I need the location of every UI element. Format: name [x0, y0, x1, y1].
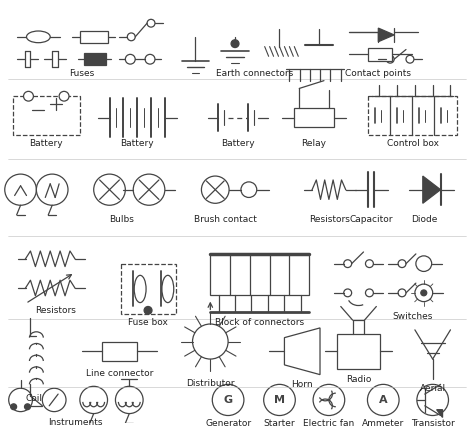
Text: Horn: Horn — [292, 381, 313, 390]
Bar — [13, 96, 80, 135]
Circle shape — [125, 54, 135, 64]
Circle shape — [145, 54, 155, 64]
Circle shape — [24, 91, 33, 101]
Text: Resistors: Resistors — [35, 306, 75, 315]
Text: Battery: Battery — [221, 139, 255, 148]
Text: Aerial: Aerial — [419, 384, 446, 394]
Bar — [210, 254, 309, 295]
Text: Instruments: Instruments — [48, 419, 102, 427]
Text: Earth connectors: Earth connectors — [216, 69, 293, 78]
Text: Contact points: Contact points — [346, 69, 411, 78]
Circle shape — [398, 260, 406, 267]
Bar — [368, 96, 457, 135]
Text: Resistors: Resistors — [310, 215, 350, 224]
Circle shape — [241, 182, 257, 197]
Circle shape — [116, 386, 143, 413]
Text: G: G — [224, 395, 233, 405]
Text: Transistor: Transistor — [411, 419, 455, 429]
Text: Brush contact: Brush contact — [194, 215, 256, 224]
Circle shape — [144, 306, 152, 314]
Circle shape — [133, 174, 165, 205]
Circle shape — [25, 404, 30, 410]
Text: Capacitor: Capacitor — [350, 215, 393, 224]
Circle shape — [94, 174, 125, 205]
Text: Fuse box: Fuse box — [128, 318, 168, 327]
Circle shape — [59, 91, 69, 101]
Bar — [294, 108, 334, 127]
Circle shape — [212, 384, 244, 416]
Circle shape — [5, 174, 36, 205]
Circle shape — [415, 284, 433, 302]
Circle shape — [344, 289, 352, 297]
Circle shape — [11, 404, 17, 410]
Text: Generator: Generator — [205, 419, 251, 429]
Circle shape — [367, 384, 399, 416]
Polygon shape — [437, 410, 443, 417]
Circle shape — [201, 176, 229, 203]
Polygon shape — [423, 176, 441, 203]
Text: Battery: Battery — [29, 139, 63, 148]
Text: Ammeter: Ammeter — [362, 419, 404, 429]
Text: Line connector: Line connector — [86, 369, 153, 378]
Text: M: M — [274, 395, 285, 405]
Circle shape — [192, 324, 228, 359]
Circle shape — [365, 289, 374, 297]
Circle shape — [344, 260, 352, 267]
Bar — [368, 48, 392, 61]
Polygon shape — [284, 328, 320, 375]
Bar — [101, 342, 137, 361]
Text: Block of connectors: Block of connectors — [215, 318, 304, 327]
Text: Battery: Battery — [120, 139, 154, 148]
Text: Switches: Switches — [393, 312, 433, 321]
Circle shape — [231, 40, 239, 48]
Text: Radio: Radio — [346, 375, 371, 384]
Circle shape — [313, 384, 345, 416]
Polygon shape — [378, 28, 394, 42]
Circle shape — [80, 386, 108, 413]
Text: Electric fan: Electric fan — [303, 419, 355, 429]
Circle shape — [365, 260, 374, 267]
Text: A: A — [379, 395, 388, 405]
Circle shape — [386, 55, 394, 63]
Text: Relay: Relay — [301, 139, 327, 148]
Circle shape — [42, 388, 66, 412]
Ellipse shape — [162, 275, 174, 302]
Text: Diode: Diode — [411, 215, 438, 224]
Text: Starter: Starter — [264, 419, 295, 429]
Circle shape — [128, 33, 135, 41]
Bar — [84, 54, 106, 65]
Circle shape — [421, 290, 427, 296]
Ellipse shape — [134, 275, 146, 302]
Text: Bulbs: Bulbs — [109, 215, 134, 224]
Text: Distributor: Distributor — [186, 378, 235, 388]
Circle shape — [264, 384, 295, 416]
Text: Coil: Coil — [26, 394, 43, 403]
Circle shape — [9, 388, 32, 412]
Ellipse shape — [27, 31, 50, 43]
Text: Fuses: Fuses — [69, 69, 94, 78]
Bar — [121, 264, 176, 314]
Circle shape — [147, 19, 155, 27]
Circle shape — [36, 174, 68, 205]
Text: Control box: Control box — [387, 139, 439, 148]
Bar — [80, 31, 108, 43]
Circle shape — [398, 289, 406, 297]
Circle shape — [416, 256, 432, 271]
Circle shape — [417, 384, 448, 416]
Bar — [337, 334, 380, 369]
Circle shape — [406, 55, 414, 63]
